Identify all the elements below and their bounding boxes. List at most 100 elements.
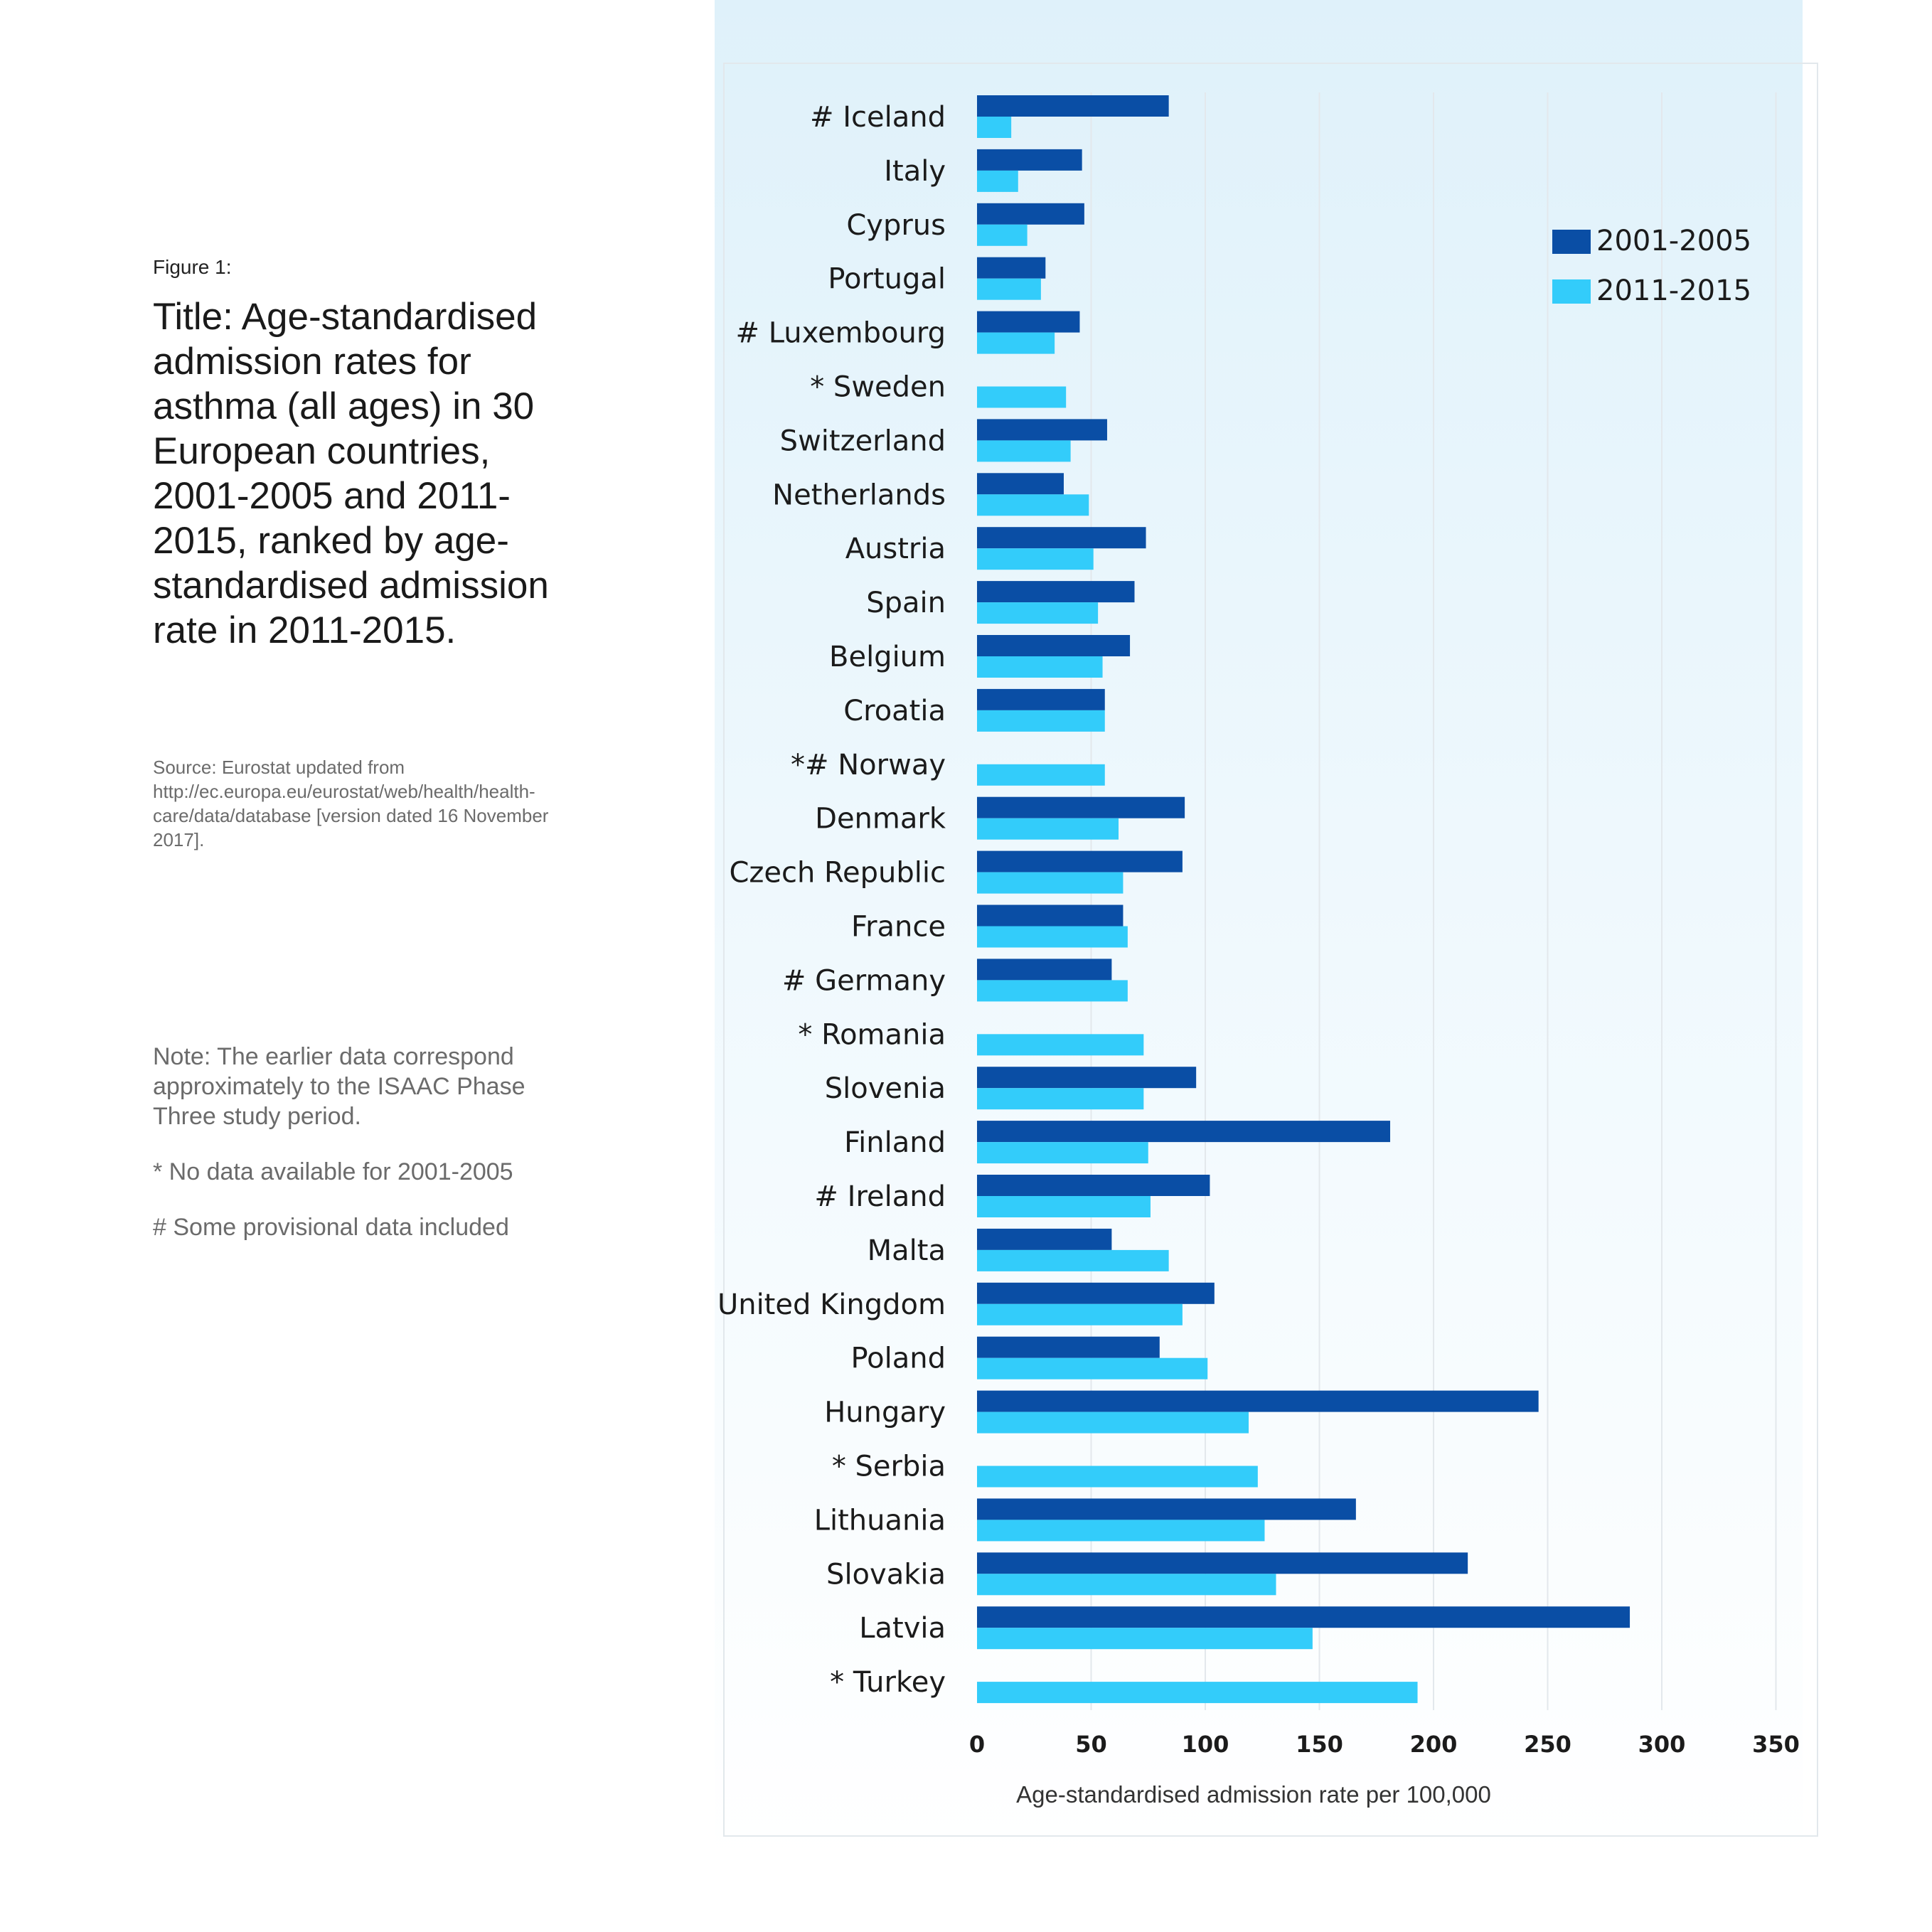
x-axis-title: Age-standardised admission rate per 100,… [1016,1781,1491,1808]
category-label-czech-republic: Czech Republic [729,857,946,890]
bar-2011-2015-latvia [977,1628,1313,1650]
bar-2001-2005-malta [977,1228,1112,1250]
figure-title: Title: Age-standardised admission rates … [153,296,549,651]
bar-2011-2015-luxembourg [977,332,1055,354]
category-label-netherlands: Netherlands [772,479,946,511]
category-label-poland: Poland [850,1343,946,1375]
category-label-sweden: * Sweden [810,371,946,404]
legend: 2001-2005 2011-2015 [1552,225,1751,307]
bar-2001-2005-france [977,904,1124,927]
category-label-turkey: * Turkey [830,1666,946,1699]
figure-label: Figure 1: [153,256,232,278]
category-label-serbia: * Serbia [832,1451,946,1483]
chart-frame [723,63,1818,1837]
bar-2011-2015-slovakia [977,1574,1276,1596]
category-label-switzerland: Switzerland [780,425,946,457]
category-label-iceland: # Iceland [810,101,946,134]
bar-2001-2005-portugal [977,257,1046,279]
bar-2011-2015-turkey [977,1682,1418,1704]
bar-2001-2005-croatia [977,688,1105,710]
bar-2011-2015-italy [977,170,1018,192]
bar-2001-2005-belgium [977,635,1131,656]
bar-2001-2005-slovenia [977,1067,1197,1089]
bar-2001-2005-luxembourg [977,311,1080,333]
x-tick-label: 0 [969,1731,985,1758]
bar-2011-2015-sweden [977,386,1067,408]
category-label-france: France [851,911,946,944]
bars [977,95,1631,1704]
category-label-norway: *# Norway [791,749,946,781]
bar-2001-2005-austria [977,527,1146,549]
category-label-austria: Austria [845,533,946,565]
category-label-slovakia: Slovakia [826,1558,946,1591]
bar-2001-2005-poland [977,1336,1160,1358]
category-label-ireland: # Ireland [814,1180,946,1213]
bar-2011-2015-ireland [977,1196,1151,1217]
notes: Note: The earlier data correspond approx… [153,1042,594,1268]
bar-2001-2005-slovakia [977,1552,1468,1574]
category-label-denmark: Denmark [815,803,946,836]
bar-2001-2005-switzerland [977,419,1107,441]
bar-2001-2005-hungary [977,1390,1539,1412]
bar-2001-2005-ireland [977,1175,1210,1196]
category-label-italy: Italy [884,155,946,188]
bar-2001-2005-lithuania [977,1498,1356,1520]
x-tick-label: 300 [1638,1731,1686,1758]
note-isaac: Note: The earlier data correspond approx… [153,1043,525,1130]
note-no-data: * No data available for 2001-2005 [153,1158,513,1185]
category-label-belgium: Belgium [829,641,946,673]
bar-2011-2015-spain [977,602,1099,624]
bar-2011-2015-austria [977,548,1094,570]
bar-2011-2015-switzerland [977,440,1071,462]
bar-2001-2005-netherlands [977,473,1064,495]
bar-2011-2015-malta [977,1249,1169,1271]
grid-lines [1090,92,1777,1710]
category-label-hungary: Hungary [824,1397,946,1429]
legend-swatch-2011-2015 [1552,279,1591,304]
x-tick-label: 250 [1524,1731,1571,1758]
category-label-romania: * Romania [798,1018,946,1051]
note-provisional: # Some provisional data included [153,1214,509,1241]
category-label-portugal: Portugal [828,263,946,296]
category-label-spain: Spain [866,587,946,619]
category-label-latvia: Latvia [859,1612,946,1645]
bar-2011-2015-cyprus [977,224,1028,246]
x-tick-label: 350 [1752,1731,1800,1758]
bar-2001-2005-spain [977,581,1135,603]
bar-2011-2015-norway [977,764,1105,786]
bar-2011-2015-croatia [977,710,1105,732]
bar-2011-2015-united-kingdom [977,1303,1183,1325]
bar-2011-2015-belgium [977,656,1103,678]
bar-2011-2015-slovenia [977,1088,1144,1110]
figure-text: Figure 1: Title: Age-standardised admiss… [153,256,594,653]
bar-2001-2005-cyprus [977,203,1084,225]
bar-2001-2005-czech-republic [977,850,1183,872]
bar-2011-2015-finland [977,1142,1148,1164]
bar-2011-2015-poland [977,1357,1208,1379]
x-tick-label: 200 [1410,1731,1458,1758]
legend-label-2011-2015: 2011-2015 [1596,274,1751,307]
x-tick-label: 50 [1075,1731,1107,1758]
category-label-luxembourg: # Luxembourg [735,317,946,350]
bar-2001-2005-finland [977,1121,1391,1143]
bar-2001-2005-denmark [977,796,1185,818]
legend-label-2001-2005: 2001-2005 [1596,225,1751,257]
category-labels: # Iceland Italy Cyprus Portugal # Luxembourg… [717,101,946,1699]
bar-2011-2015-portugal [977,278,1041,300]
bar-2001-2005-germany [977,959,1112,981]
bar-2011-2015-romania [977,1034,1144,1056]
category-label-finland: Finland [844,1126,946,1159]
bar-2011-2015-germany [977,980,1128,1002]
bar-2011-2015-denmark [977,818,1119,840]
category-label-slovenia: Slovenia [825,1072,946,1105]
category-label-germany: # Germany [782,964,946,997]
legend-swatch-2001-2005 [1552,230,1591,254]
bar-2001-2005-latvia [977,1606,1631,1628]
bar-2011-2015-lithuania [977,1520,1265,1542]
bar-2011-2015-czech-republic [977,872,1124,894]
category-label-croatia: Croatia [843,695,946,727]
bar-2001-2005-iceland [977,95,1169,117]
bar-2011-2015-serbia [977,1466,1258,1488]
category-label-malta: Malta [868,1234,946,1267]
